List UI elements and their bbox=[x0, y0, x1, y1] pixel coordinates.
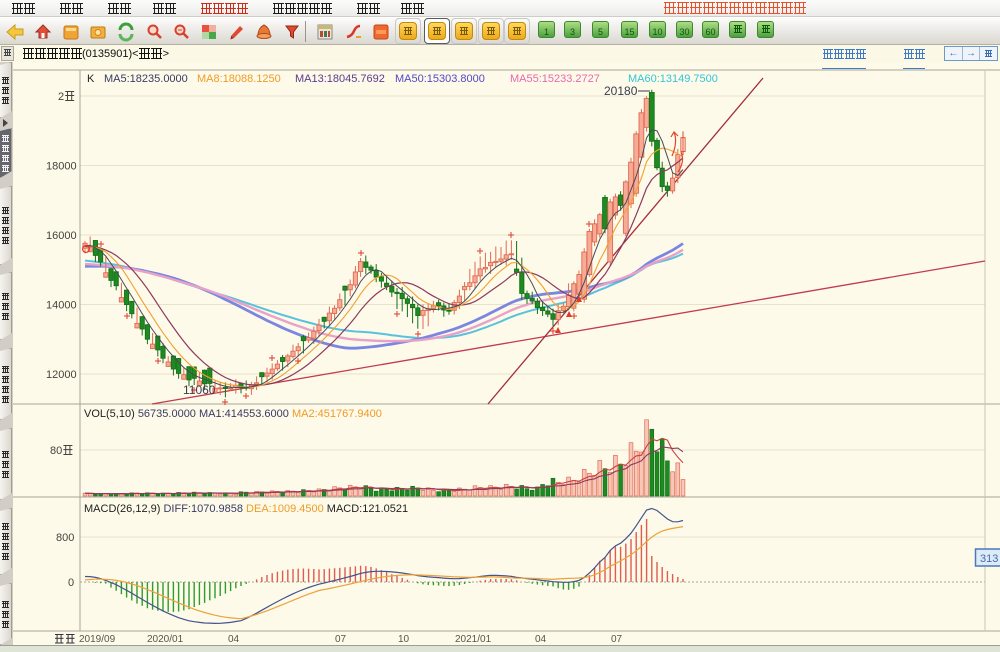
svg-text:12000: 12000 bbox=[46, 369, 77, 381]
svg-text:2019/09: 2019/09 bbox=[79, 634, 116, 645]
svg-text:MA50:15303.8000: MA50:15303.8000 bbox=[395, 73, 485, 85]
svg-text:2021/01: 2021/01 bbox=[455, 634, 492, 645]
svg-text:VOL(5,10) 56735.0000 MA1:4145: VOL(5,10) 56735.0000 MA1:414553.6000 MA2… bbox=[84, 408, 382, 420]
svg-text:K: K bbox=[87, 73, 95, 85]
svg-text:0: 0 bbox=[68, 577, 74, 589]
svg-text:07: 07 bbox=[611, 634, 623, 645]
svg-text:14000: 14000 bbox=[46, 300, 77, 312]
svg-text:04: 04 bbox=[228, 634, 240, 645]
svg-text:07: 07 bbox=[335, 634, 347, 645]
svg-text:16000: 16000 bbox=[46, 230, 77, 242]
svg-text:80: 80 bbox=[50, 445, 62, 457]
svg-text:MACD(26,12,9) DIFF:1070.9858 D: MACD(26,12,9) DIFF:1070.9858 DEA:1009.45… bbox=[84, 503, 408, 515]
svg-text:2020/01: 2020/01 bbox=[147, 634, 184, 645]
svg-text:313: 313 bbox=[980, 553, 998, 565]
svg-text:MA55:15233.2727: MA55:15233.2727 bbox=[510, 73, 600, 85]
svg-text:20180: 20180 bbox=[604, 84, 638, 98]
svg-text:MA8:18088.1250: MA8:18088.1250 bbox=[197, 73, 281, 85]
svg-text:MA13:18045.7692: MA13:18045.7692 bbox=[295, 73, 385, 85]
svg-text:10: 10 bbox=[398, 634, 410, 645]
svg-text:800: 800 bbox=[56, 532, 74, 544]
svg-text:2: 2 bbox=[58, 91, 64, 103]
svg-text:MA60:13149.7500: MA60:13149.7500 bbox=[628, 73, 718, 85]
svg-text:11060: 11060 bbox=[183, 383, 216, 397]
svg-text:MA5:18235.0000: MA5:18235.0000 bbox=[104, 73, 188, 85]
svg-text:18000: 18000 bbox=[46, 161, 77, 173]
svg-text:04: 04 bbox=[535, 634, 547, 645]
